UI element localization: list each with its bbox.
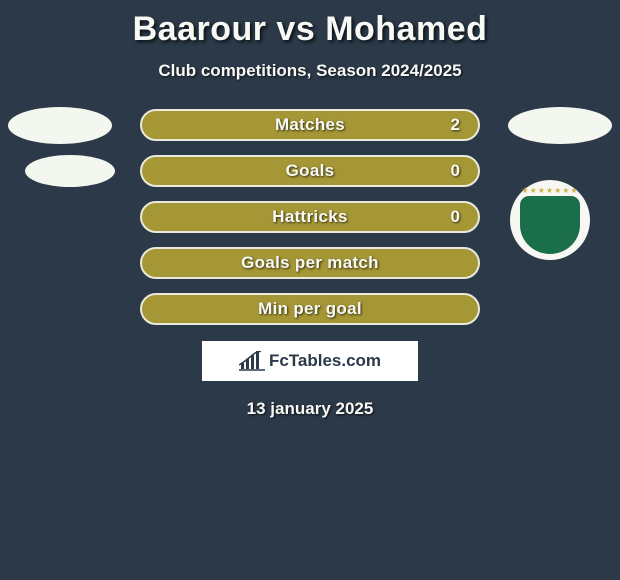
stat-value: 0	[451, 161, 460, 181]
page-title: Baarour vs Mohamed	[0, 0, 620, 49]
bar-chart-icon	[239, 351, 265, 371]
player-right-avatar	[508, 107, 612, 144]
club-badge: ★★★★★★★	[510, 180, 590, 260]
subtitle: Club competitions, Season 2024/2025	[0, 61, 620, 81]
stat-value: 2	[451, 115, 460, 135]
stat-bar: Matches 2	[140, 109, 480, 141]
badge-shield-icon	[520, 196, 580, 254]
stat-bar: Min per goal	[140, 293, 480, 325]
stat-row-goals: Goals 0	[0, 155, 620, 187]
stat-value: 0	[451, 207, 460, 227]
stat-row-mpg: Min per goal	[0, 293, 620, 325]
stat-label: Hattricks	[142, 207, 478, 227]
stat-label: Min per goal	[142, 299, 478, 319]
stat-label: Matches	[142, 115, 478, 135]
stat-label: Goals per match	[142, 253, 478, 273]
badge-stars-icon: ★★★★★★★	[510, 186, 590, 195]
logo-text: FcTables.com	[269, 351, 381, 371]
player-left-avatar	[25, 155, 115, 187]
stat-bar: Hattricks 0	[140, 201, 480, 233]
stat-label: Goals	[142, 161, 478, 181]
player-left-avatar	[8, 107, 112, 144]
stat-row-matches: Matches 2	[0, 109, 620, 141]
fctables-logo: FcTables.com	[202, 341, 418, 381]
date: 13 january 2025	[0, 399, 620, 419]
stat-bar: Goals per match	[140, 247, 480, 279]
stat-bar: Goals 0	[140, 155, 480, 187]
